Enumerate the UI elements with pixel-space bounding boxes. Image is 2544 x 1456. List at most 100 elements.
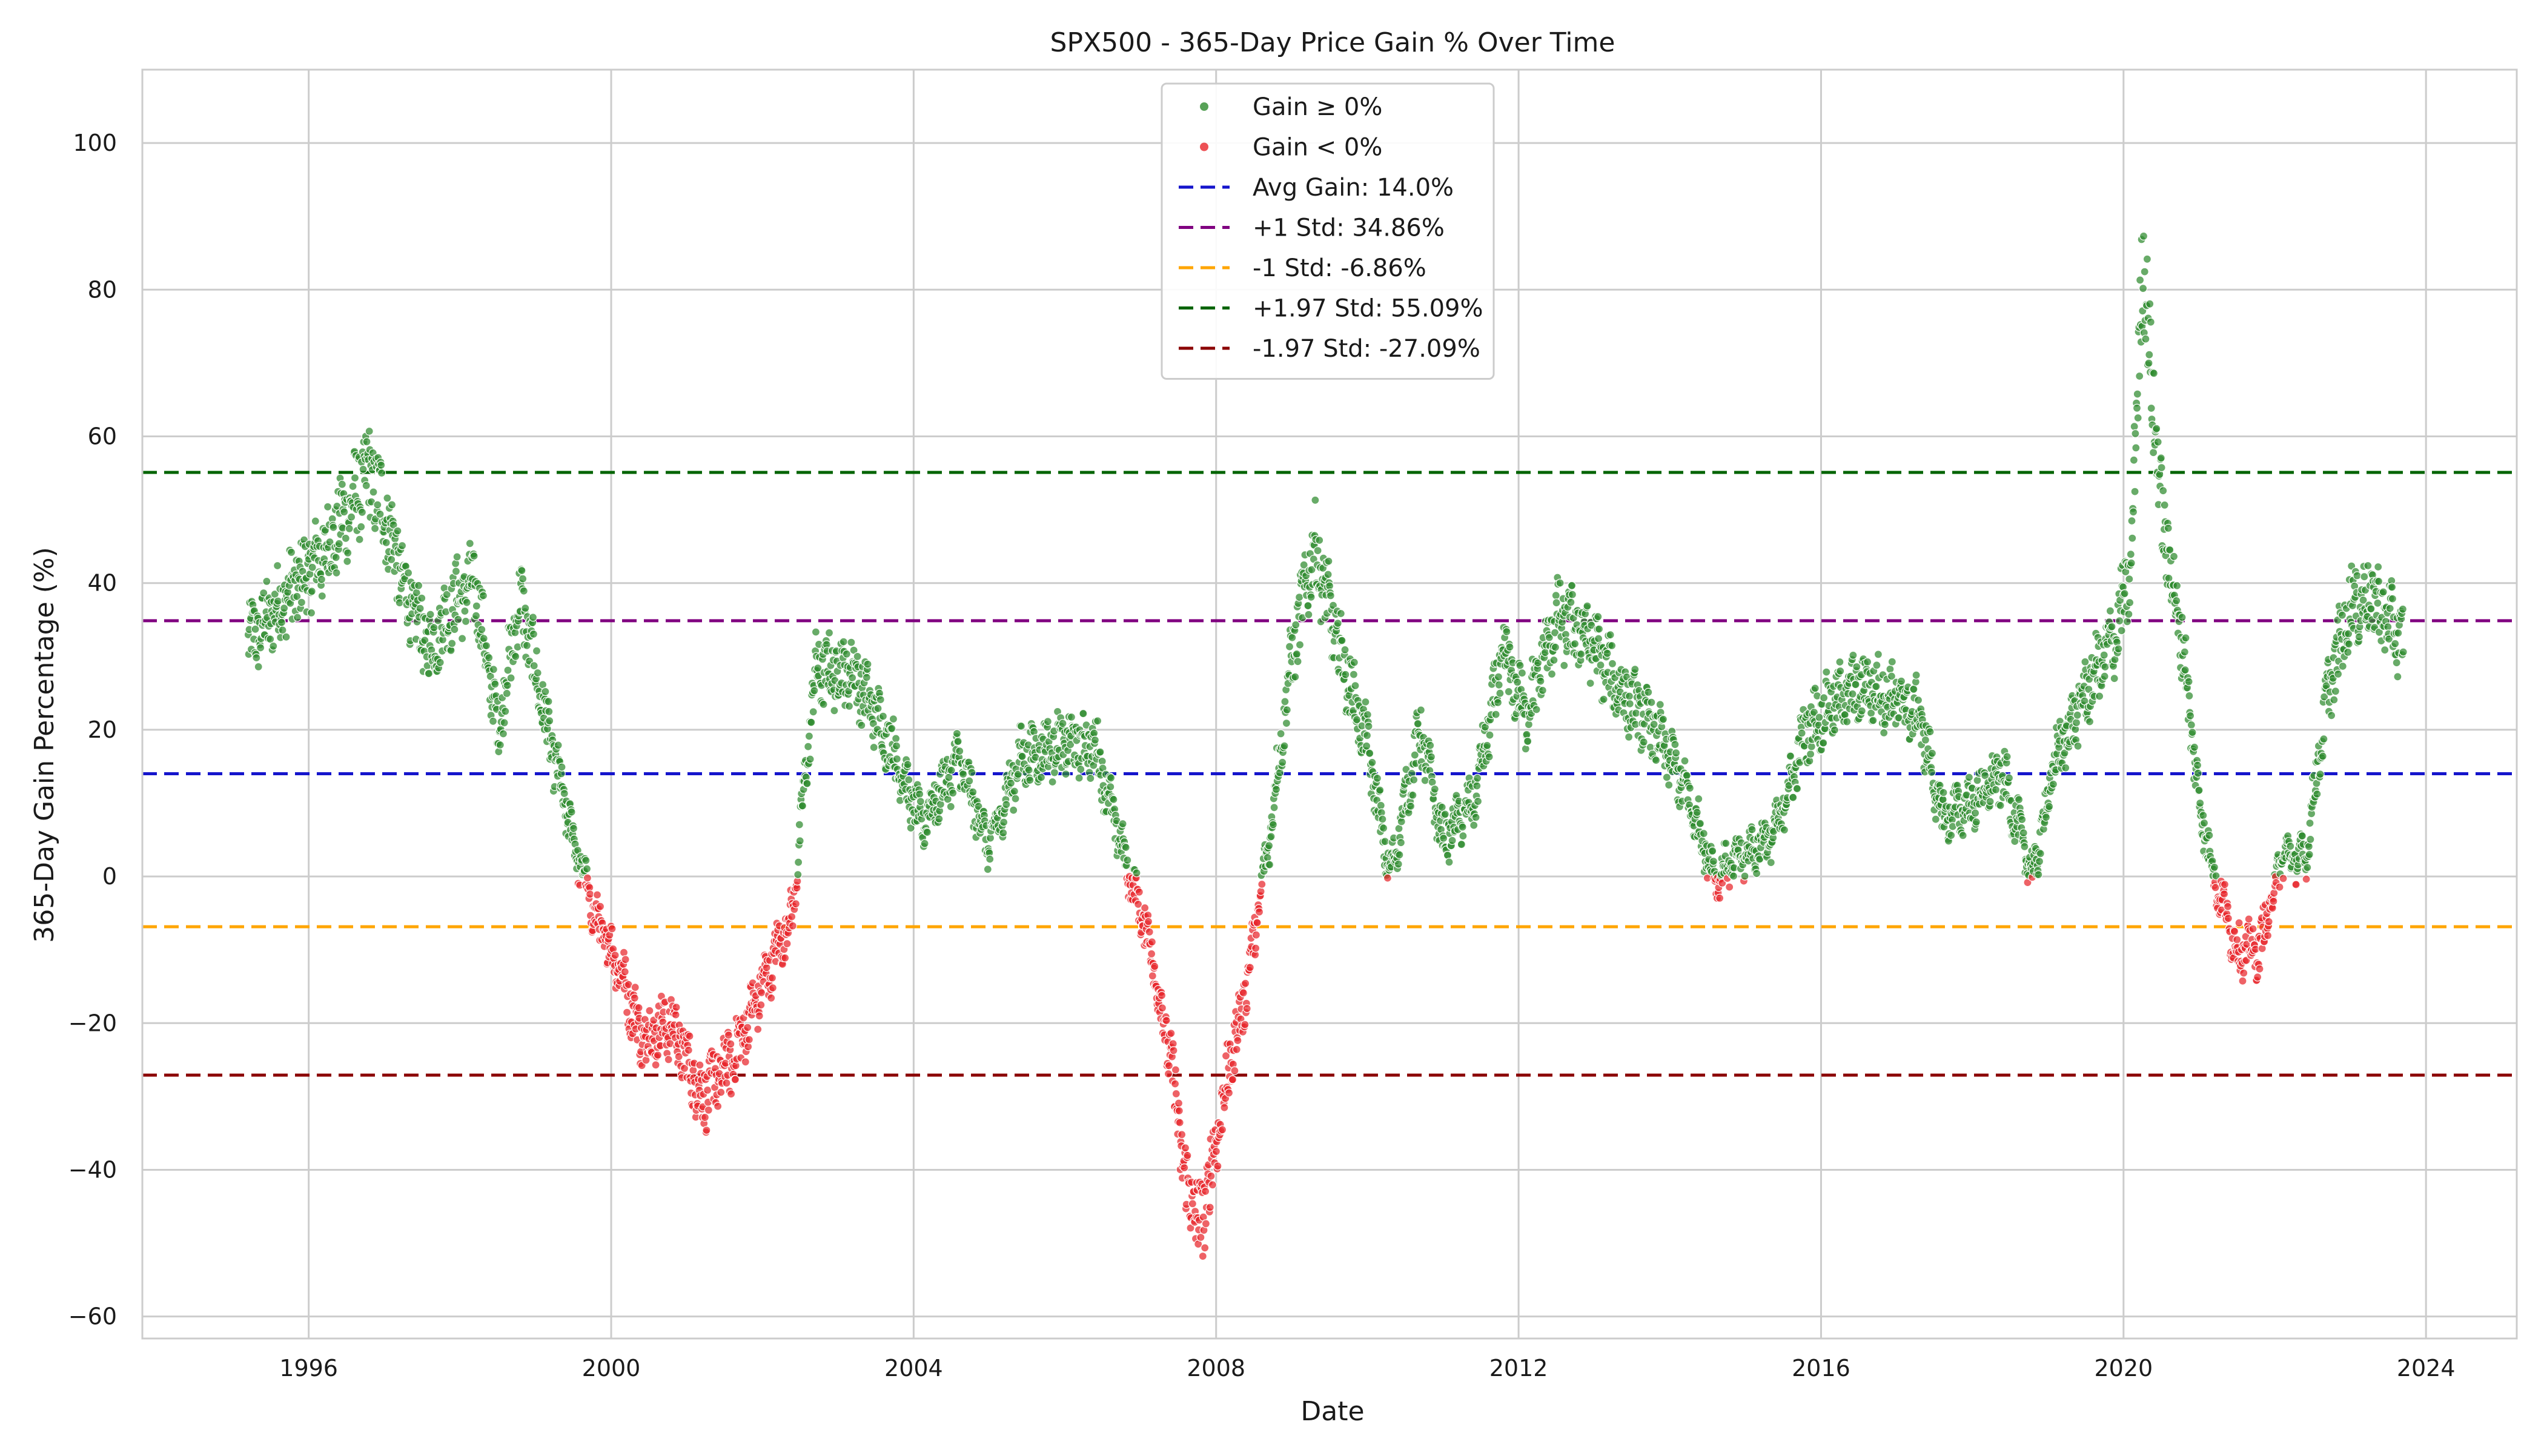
data-point-loss	[767, 993, 776, 1002]
data-point-loss	[1170, 1079, 1180, 1088]
data-point-gain	[2399, 647, 2408, 657]
data-point-gain	[1695, 819, 1704, 828]
data-point-gain	[1025, 775, 1035, 785]
data-point-gain	[465, 539, 474, 548]
data-point-gain	[1123, 856, 1132, 865]
data-point-gain	[491, 680, 500, 689]
data-point-gain	[2020, 842, 2029, 851]
data-point-gain	[1263, 853, 1272, 862]
data-point-loss	[1232, 1045, 1241, 1054]
data-point-gain	[1396, 838, 1405, 847]
data-point-gain	[2319, 735, 2328, 744]
data-point-gain	[2159, 486, 2168, 495]
data-point-loss	[1147, 938, 1157, 947]
data-point-gain	[2392, 658, 2401, 667]
data-point-gain	[582, 864, 592, 873]
data-point-gain	[1571, 639, 1580, 649]
data-point-gain	[1631, 709, 1641, 718]
data-point-gain	[842, 649, 851, 658]
data-point-gain	[824, 628, 834, 638]
data-point-gain	[1416, 706, 1425, 715]
data-point-gain	[1485, 730, 1494, 740]
data-point-gain	[362, 437, 371, 446]
data-point-gain	[477, 625, 486, 634]
data-point-gain	[1583, 601, 1592, 611]
data-point-gain	[811, 627, 821, 637]
data-point-loss	[757, 988, 766, 998]
data-point-gain	[1958, 831, 1967, 840]
data-point-gain	[1939, 788, 1948, 797]
data-point-gain	[1090, 735, 1100, 745]
data-point-gain	[2141, 334, 2150, 343]
data-point-loss	[1183, 1151, 1192, 1160]
data-point-gain	[830, 706, 839, 715]
data-point-gain	[1288, 633, 1297, 642]
data-point-gain	[2147, 403, 2156, 413]
data-point-gain	[529, 629, 538, 639]
data-point-gain	[1048, 777, 1057, 787]
data-point-gain	[331, 553, 340, 562]
data-point-gain	[2316, 770, 2325, 779]
data-point-loss	[741, 1057, 750, 1067]
data-point-loss	[700, 1113, 710, 1122]
data-point-gain	[1473, 796, 1483, 806]
data-point-gain	[501, 707, 510, 716]
data-point-gain	[1291, 672, 1300, 681]
data-point-gain	[1872, 682, 1881, 691]
legend-label: Gain ≥ 0%	[1253, 93, 1382, 121]
data-point-gain	[2363, 561, 2373, 571]
data-point-gain	[1851, 680, 1860, 689]
data-point-loss	[762, 963, 771, 972]
data-point-gain	[1822, 667, 1831, 677]
data-point-loss	[651, 1061, 660, 1070]
data-point-gain	[2131, 429, 2140, 438]
data-point-gain	[955, 746, 964, 756]
data-point-gain	[1608, 641, 1617, 650]
data-point-gain	[935, 814, 944, 824]
data-point-loss	[1196, 1233, 1205, 1242]
y-tick-label: 0	[102, 863, 117, 890]
data-point-gain	[974, 802, 983, 811]
data-point-gain	[2353, 571, 2362, 580]
data-point-gain	[262, 577, 271, 586]
data-point-gain	[2398, 604, 2407, 614]
data-point-gain	[1538, 686, 1547, 695]
data-point-gain	[518, 574, 528, 583]
data-point-loss	[2239, 968, 2248, 978]
data-point-gain	[259, 588, 268, 598]
data-point-gain	[857, 721, 866, 730]
data-point-gain	[2303, 863, 2312, 872]
data-point-loss	[685, 1031, 694, 1041]
data-point-loss	[630, 993, 639, 1002]
data-point-gain	[1972, 818, 1981, 827]
data-point-gain	[1326, 591, 1335, 600]
data-point-gain	[2124, 609, 2133, 619]
data-point-gain	[2041, 813, 2051, 822]
data-point-loss	[645, 1006, 654, 1015]
data-point-gain	[1285, 642, 1294, 651]
data-point-gain	[1921, 735, 1930, 744]
data-point-gain	[1361, 697, 1370, 707]
data-point-gain	[1323, 570, 1333, 579]
data-point-gain	[1682, 771, 1691, 780]
data-point-gain	[1608, 659, 1617, 668]
data-point-gain	[1494, 672, 1503, 681]
data-point-gain	[844, 701, 854, 711]
data-point-loss	[674, 1052, 683, 1061]
data-point-loss	[1148, 971, 1157, 981]
data-point-gain	[1341, 670, 1350, 679]
data-point-gain	[1991, 785, 2001, 795]
data-point-gain	[1043, 717, 1053, 726]
data-point-loss	[1140, 903, 1150, 913]
x-tick-label: 2024	[2397, 1355, 2456, 1382]
data-point-loss	[671, 1010, 680, 1019]
data-point-gain	[293, 592, 302, 601]
data-point-loss	[1725, 882, 1734, 892]
data-point-gain	[1806, 749, 1815, 759]
data-point-gain	[1036, 773, 1046, 782]
data-point-loss	[1201, 1219, 1211, 1228]
data-point-gain	[1268, 820, 1277, 829]
data-point-loss	[704, 1105, 713, 1115]
data-point-gain	[887, 724, 896, 733]
